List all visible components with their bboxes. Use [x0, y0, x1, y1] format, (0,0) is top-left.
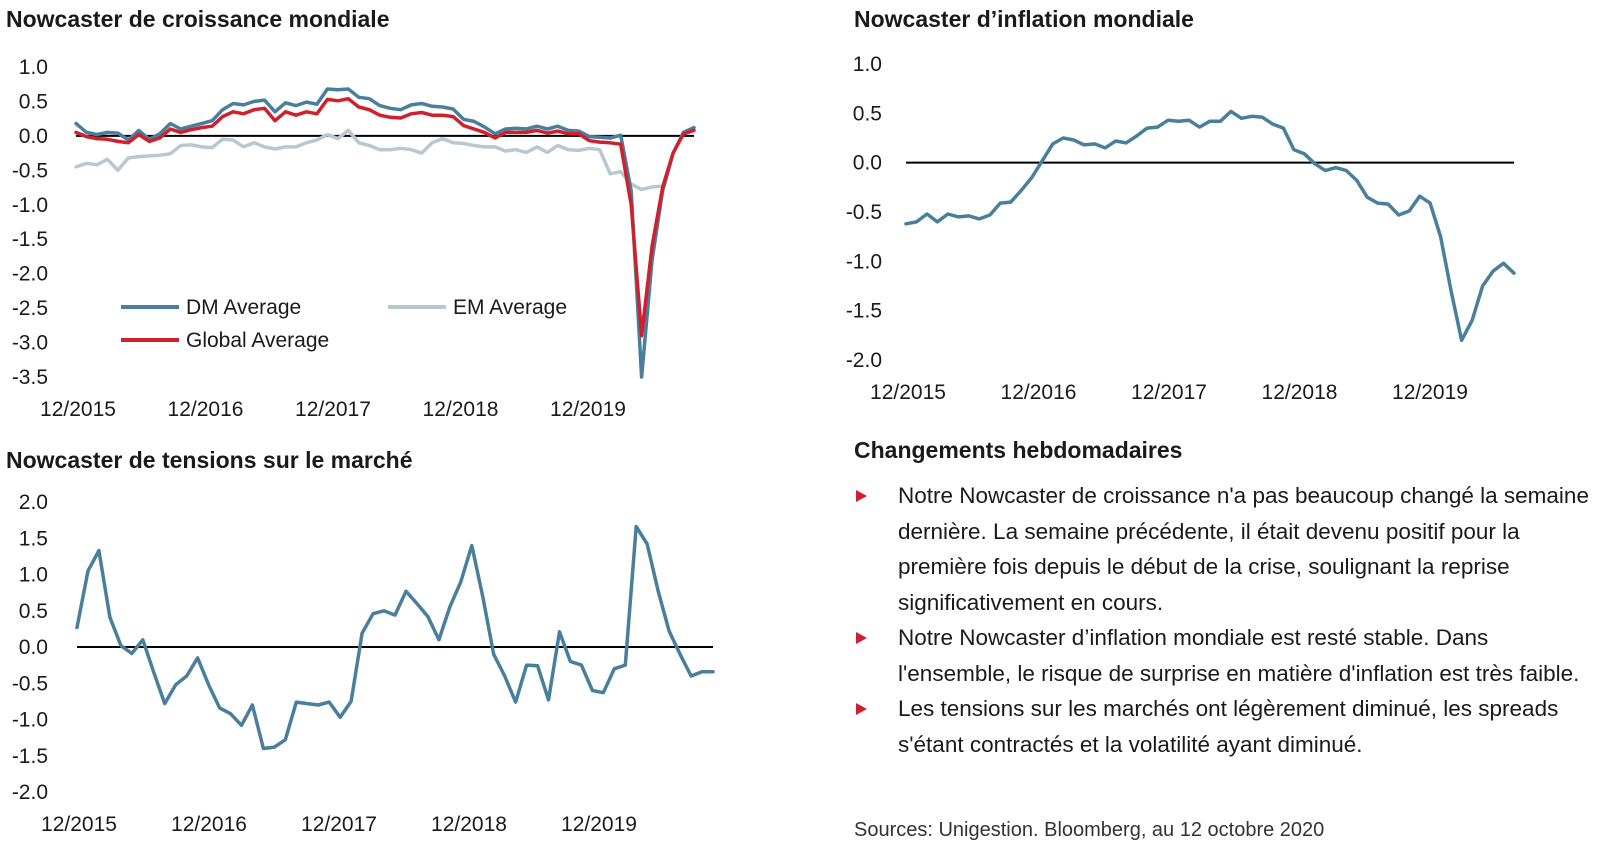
y-tick-label: -2.0: [12, 263, 48, 286]
weekly-bullet: Notre Nowcaster d’inflation mondiale est…: [852, 620, 1600, 691]
growth-chart: 1.0 0.5 0.0 -0.5 -1.0 -1.5 -2.0 -2.5 -3.0 -3.5 12/…: [12, 56, 696, 421]
x-tick-label: 12/2019: [550, 398, 626, 421]
y-tick-label: -1.0: [846, 250, 882, 273]
series-line-dm-average: [74, 87, 696, 379]
weekly-bullet: Les tensions sur les marchés ont légèrem…: [852, 691, 1600, 762]
y-tick-label: 1.0: [19, 564, 48, 587]
y-tick-label: 1.0: [853, 53, 882, 76]
y-tick-label: 0.0: [19, 125, 48, 148]
series-line: [904, 109, 1516, 343]
legend-label: Global Average: [186, 329, 329, 352]
x-tick-label: 12/2018: [1262, 381, 1338, 404]
bullet-triangle-icon: [856, 490, 867, 502]
y-tick-label: 0.0: [853, 152, 882, 175]
inflation-chart: 1.0 0.5 0.0 -0.5 -1.0 -1.5 -2.0 12/2015 12/2016 1…: [846, 53, 1516, 404]
weekly-bullet-text: Notre Nowcaster d’inflation mondiale est…: [898, 625, 1580, 686]
x-tick-label: 12/2015: [40, 398, 116, 421]
y-tick-label: -2.0: [846, 349, 882, 372]
x-tick-label: 12/2019: [1392, 381, 1468, 404]
x-tick-label: 12/2018: [431, 813, 507, 836]
weekly-bullet: Notre Nowcaster de croissance n'a pas be…: [852, 478, 1600, 620]
y-tick-label: -2.5: [12, 297, 48, 320]
y-tick-label: 0.5: [853, 102, 882, 125]
growth-chart-title: Nowcaster de croissance mondiale: [6, 6, 390, 32]
weekly-changes-title: Changements hebdomadaires: [854, 437, 1183, 463]
y-tick-label: -3.0: [12, 332, 48, 355]
x-tick-label: 12/2019: [561, 813, 637, 836]
y-tick-label: -1.5: [12, 745, 48, 768]
y-tick-label: -1.0: [12, 194, 48, 217]
weekly-bullet-text: Notre Nowcaster de croissance n'a pas be…: [898, 483, 1589, 615]
series-line: [75, 524, 715, 751]
y-tick-label: 0.5: [19, 90, 48, 113]
x-tick-label: 12/2015: [41, 813, 117, 836]
y-tick-label: 0.5: [19, 600, 48, 623]
sources-note: Sources: Unigestion. Bloomberg, au 12 oc…: [854, 819, 1325, 841]
x-tick-label: 12/2017: [1131, 381, 1207, 404]
stress-chart: 2.0 1.5 1.0 0.5 0.0 -0.5 -1.0 -1.5 -2.0 12/2015 12…: [12, 491, 715, 836]
x-tick-label: 12/2015: [870, 381, 946, 404]
bullet-triangle-icon: [856, 632, 867, 644]
series-line-global-average: [74, 96, 696, 338]
legend-label: EM Average: [453, 296, 567, 319]
y-tick-label: -1.5: [846, 300, 882, 323]
x-tick-label: 12/2017: [301, 813, 377, 836]
x-tick-label: 12/2017: [295, 398, 371, 421]
y-tick-label: 1.0: [19, 56, 48, 79]
weekly-bullet-text: Les tensions sur les marchés ont légèrem…: [898, 696, 1559, 757]
bullet-triangle-icon: [856, 703, 867, 715]
y-tick-label: -3.5: [12, 366, 48, 389]
y-tick-label: 1.5: [19, 527, 48, 550]
inflation-chart-title: Nowcaster d’inflation mondiale: [854, 6, 1194, 32]
y-tick-label: -2.0: [12, 781, 48, 804]
x-tick-label: 12/2016: [168, 398, 244, 421]
series-line-em-average: [74, 125, 696, 192]
y-tick-label: -0.5: [12, 672, 48, 695]
legend-label: DM Average: [186, 296, 301, 319]
stress-chart-title: Nowcaster de tensions sur le marché: [6, 447, 413, 473]
x-tick-label: 12/2016: [1001, 381, 1077, 404]
y-tick-label: 2.0: [19, 491, 48, 514]
y-tick-label: -1.5: [12, 228, 48, 251]
y-tick-label: -0.5: [12, 159, 48, 182]
y-tick-label: -1.0: [12, 709, 48, 732]
x-tick-label: 12/2016: [171, 813, 247, 836]
weekly-changes-list: Notre Nowcaster de croissance n'a pas be…: [852, 478, 1600, 762]
y-tick-label: -0.5: [846, 201, 882, 224]
y-tick-label: 0.0: [19, 636, 48, 659]
x-tick-label: 12/2018: [423, 398, 499, 421]
